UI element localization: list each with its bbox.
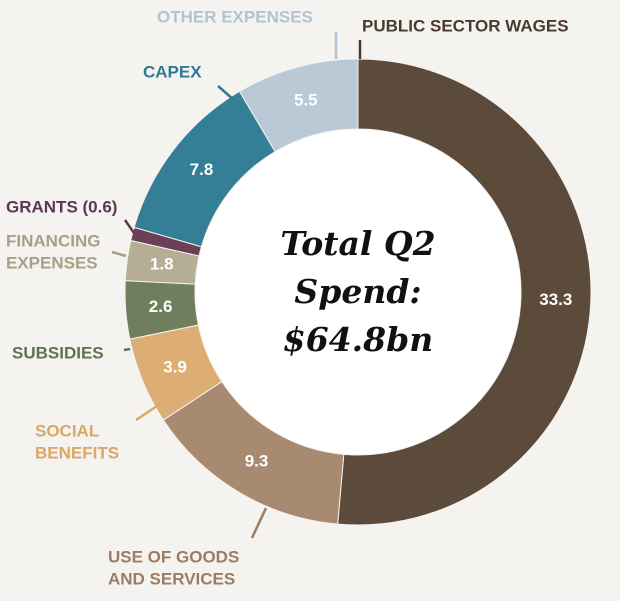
category-label: CAPEX bbox=[143, 62, 202, 81]
center-text: Spend: bbox=[294, 272, 421, 311]
value-label: 33.3 bbox=[539, 290, 572, 309]
category-label: OTHER EXPENSES bbox=[157, 7, 313, 26]
value-label: 5.5 bbox=[294, 90, 318, 109]
donut-hole bbox=[195, 129, 521, 455]
leader-line bbox=[123, 347, 131, 352]
leader-line bbox=[123, 219, 136, 234]
category-label: PUBLIC SECTOR WAGES bbox=[362, 16, 569, 35]
leader-line bbox=[250, 507, 268, 539]
category-label: BENEFITS bbox=[35, 443, 119, 462]
donut-slice bbox=[337, 58, 592, 526]
category-label: GRANTS (0.6) bbox=[6, 197, 117, 216]
leader-line bbox=[135, 402, 161, 422]
donut-slice bbox=[238, 58, 359, 153]
category-label: EXPENSES bbox=[6, 253, 98, 272]
value-label: 3.9 bbox=[163, 357, 187, 376]
value-label: 2.6 bbox=[149, 297, 173, 316]
category-label: AND SERVICES bbox=[108, 569, 235, 588]
value-label: 7.8 bbox=[190, 160, 214, 179]
leader-line bbox=[217, 85, 235, 101]
value-label: 9.3 bbox=[245, 451, 269, 470]
value-label: 1.8 bbox=[150, 255, 174, 274]
center-text: Total Q2 bbox=[280, 224, 435, 263]
category-label: SUBSIDIES bbox=[12, 343, 104, 362]
category-label: SOCIAL bbox=[35, 421, 99, 440]
category-label: FINANCING bbox=[6, 231, 100, 250]
leader-line bbox=[111, 250, 127, 258]
category-label: USE OF GOODS bbox=[108, 547, 239, 566]
center-text: $64.8bn bbox=[283, 320, 433, 359]
